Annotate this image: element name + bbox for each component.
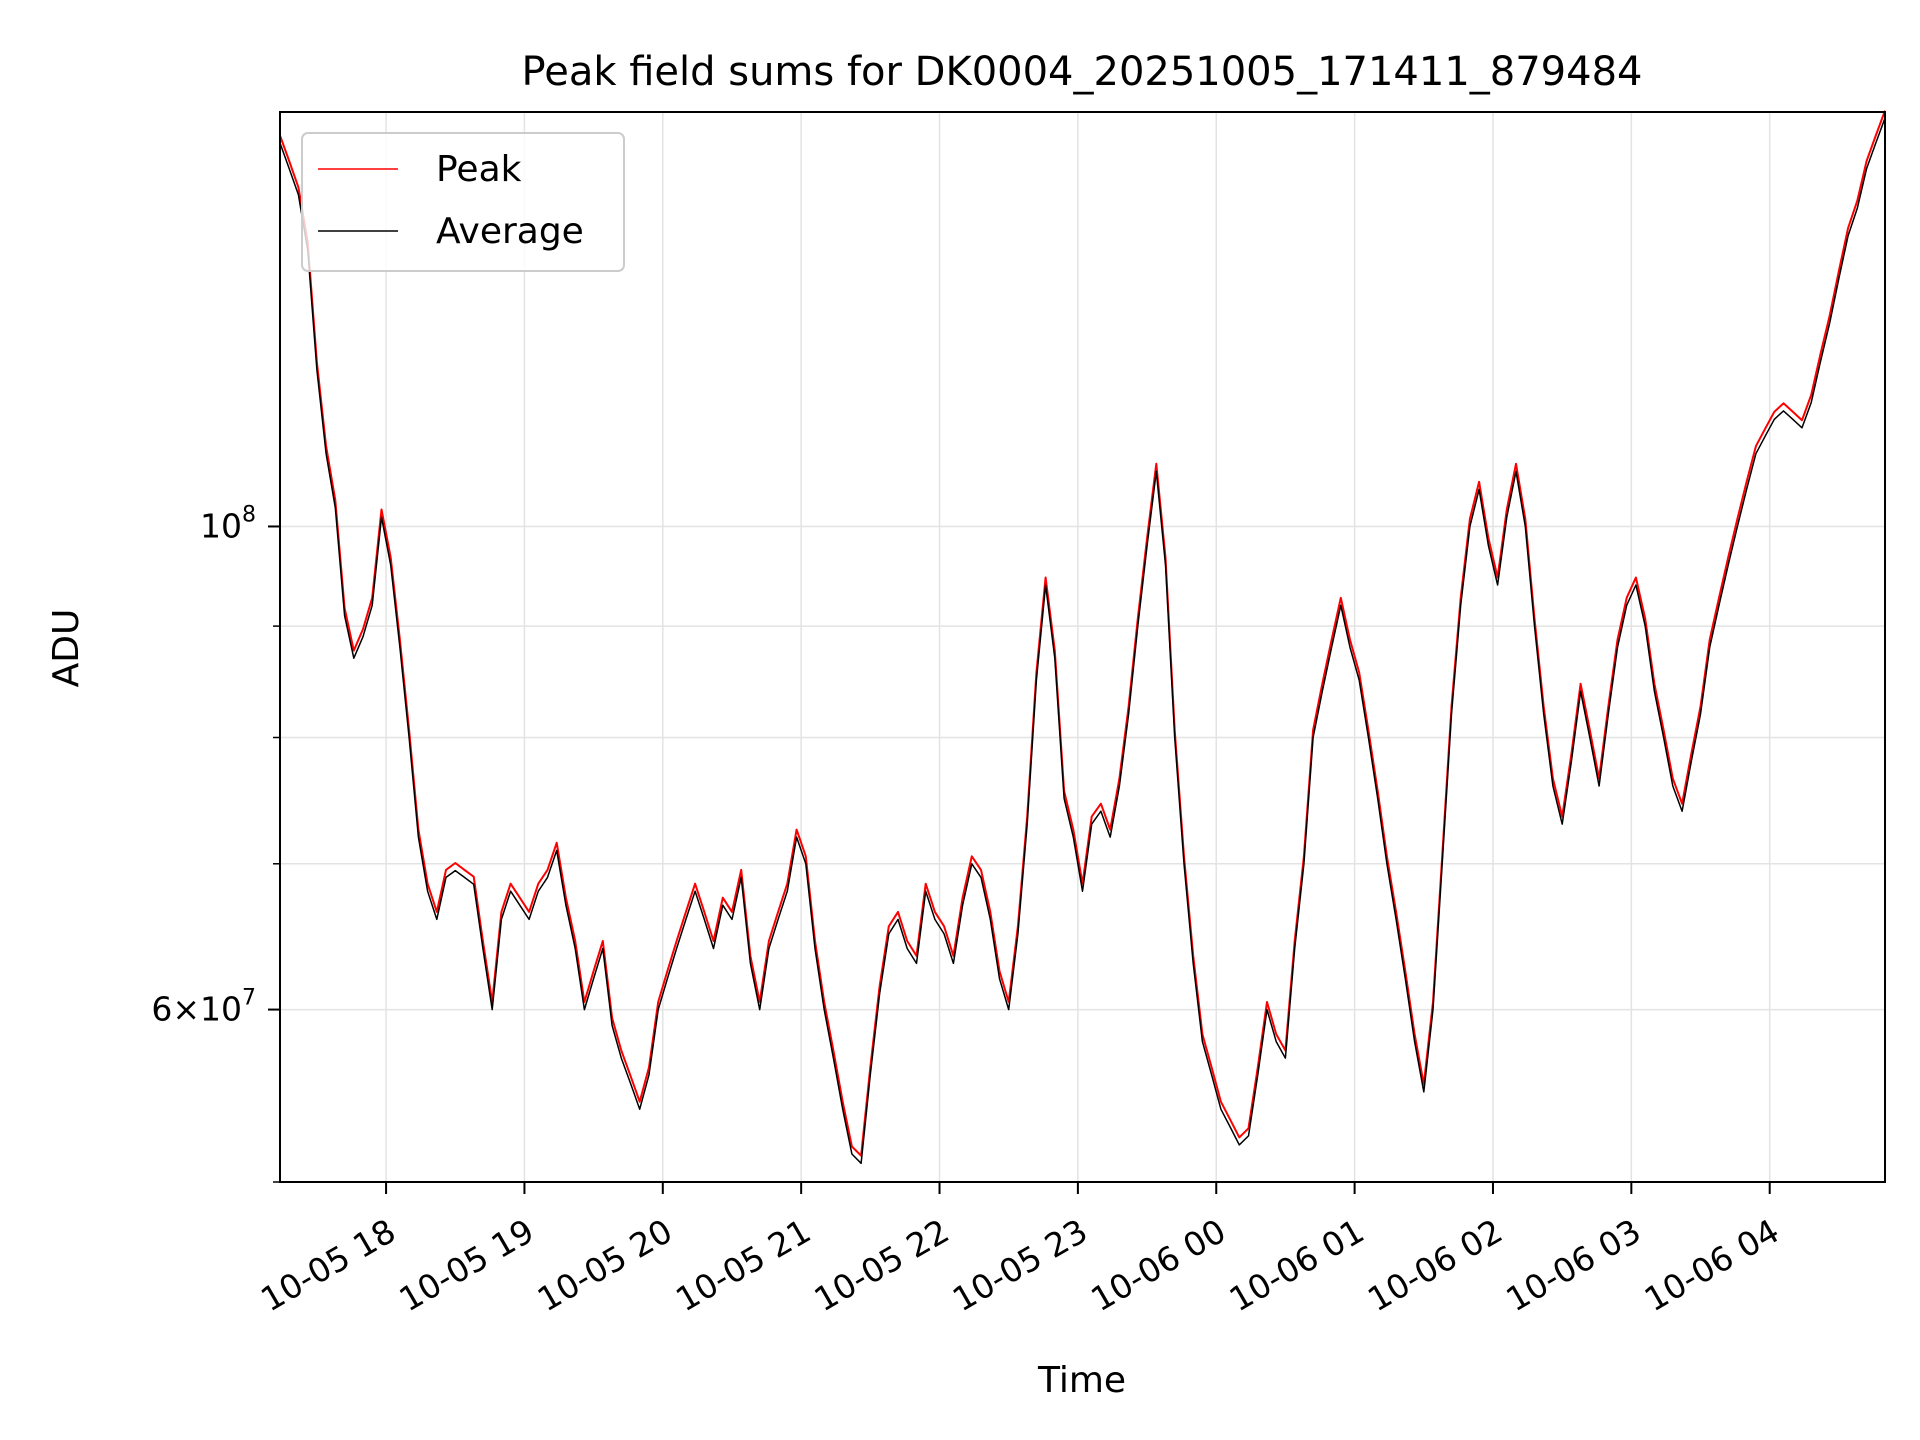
y-axis-ticks: 6×107 108 — [151, 502, 280, 1183]
grid-lines — [280, 112, 1885, 1183]
series-line-average — [279, 117, 1886, 1165]
plot-lines — [279, 110, 1886, 1165]
plot-frame — [279, 111, 1886, 1183]
y-axis-label: ADU — [46, 609, 87, 688]
legend-label-average: Average — [436, 211, 584, 252]
y-tick-label: 6×107 — [151, 986, 256, 1029]
series-line-peak — [279, 110, 1886, 1157]
legend-box — [301, 132, 625, 272]
x-axis-label: Time — [1037, 1360, 1126, 1401]
legend-label-peak: Peak — [436, 149, 522, 190]
legend: Peak Average — [301, 132, 625, 272]
y-tick-label: 108 — [200, 502, 256, 545]
chart-title: Peak field sums for DK0004_20251005_1714… — [522, 49, 1643, 95]
